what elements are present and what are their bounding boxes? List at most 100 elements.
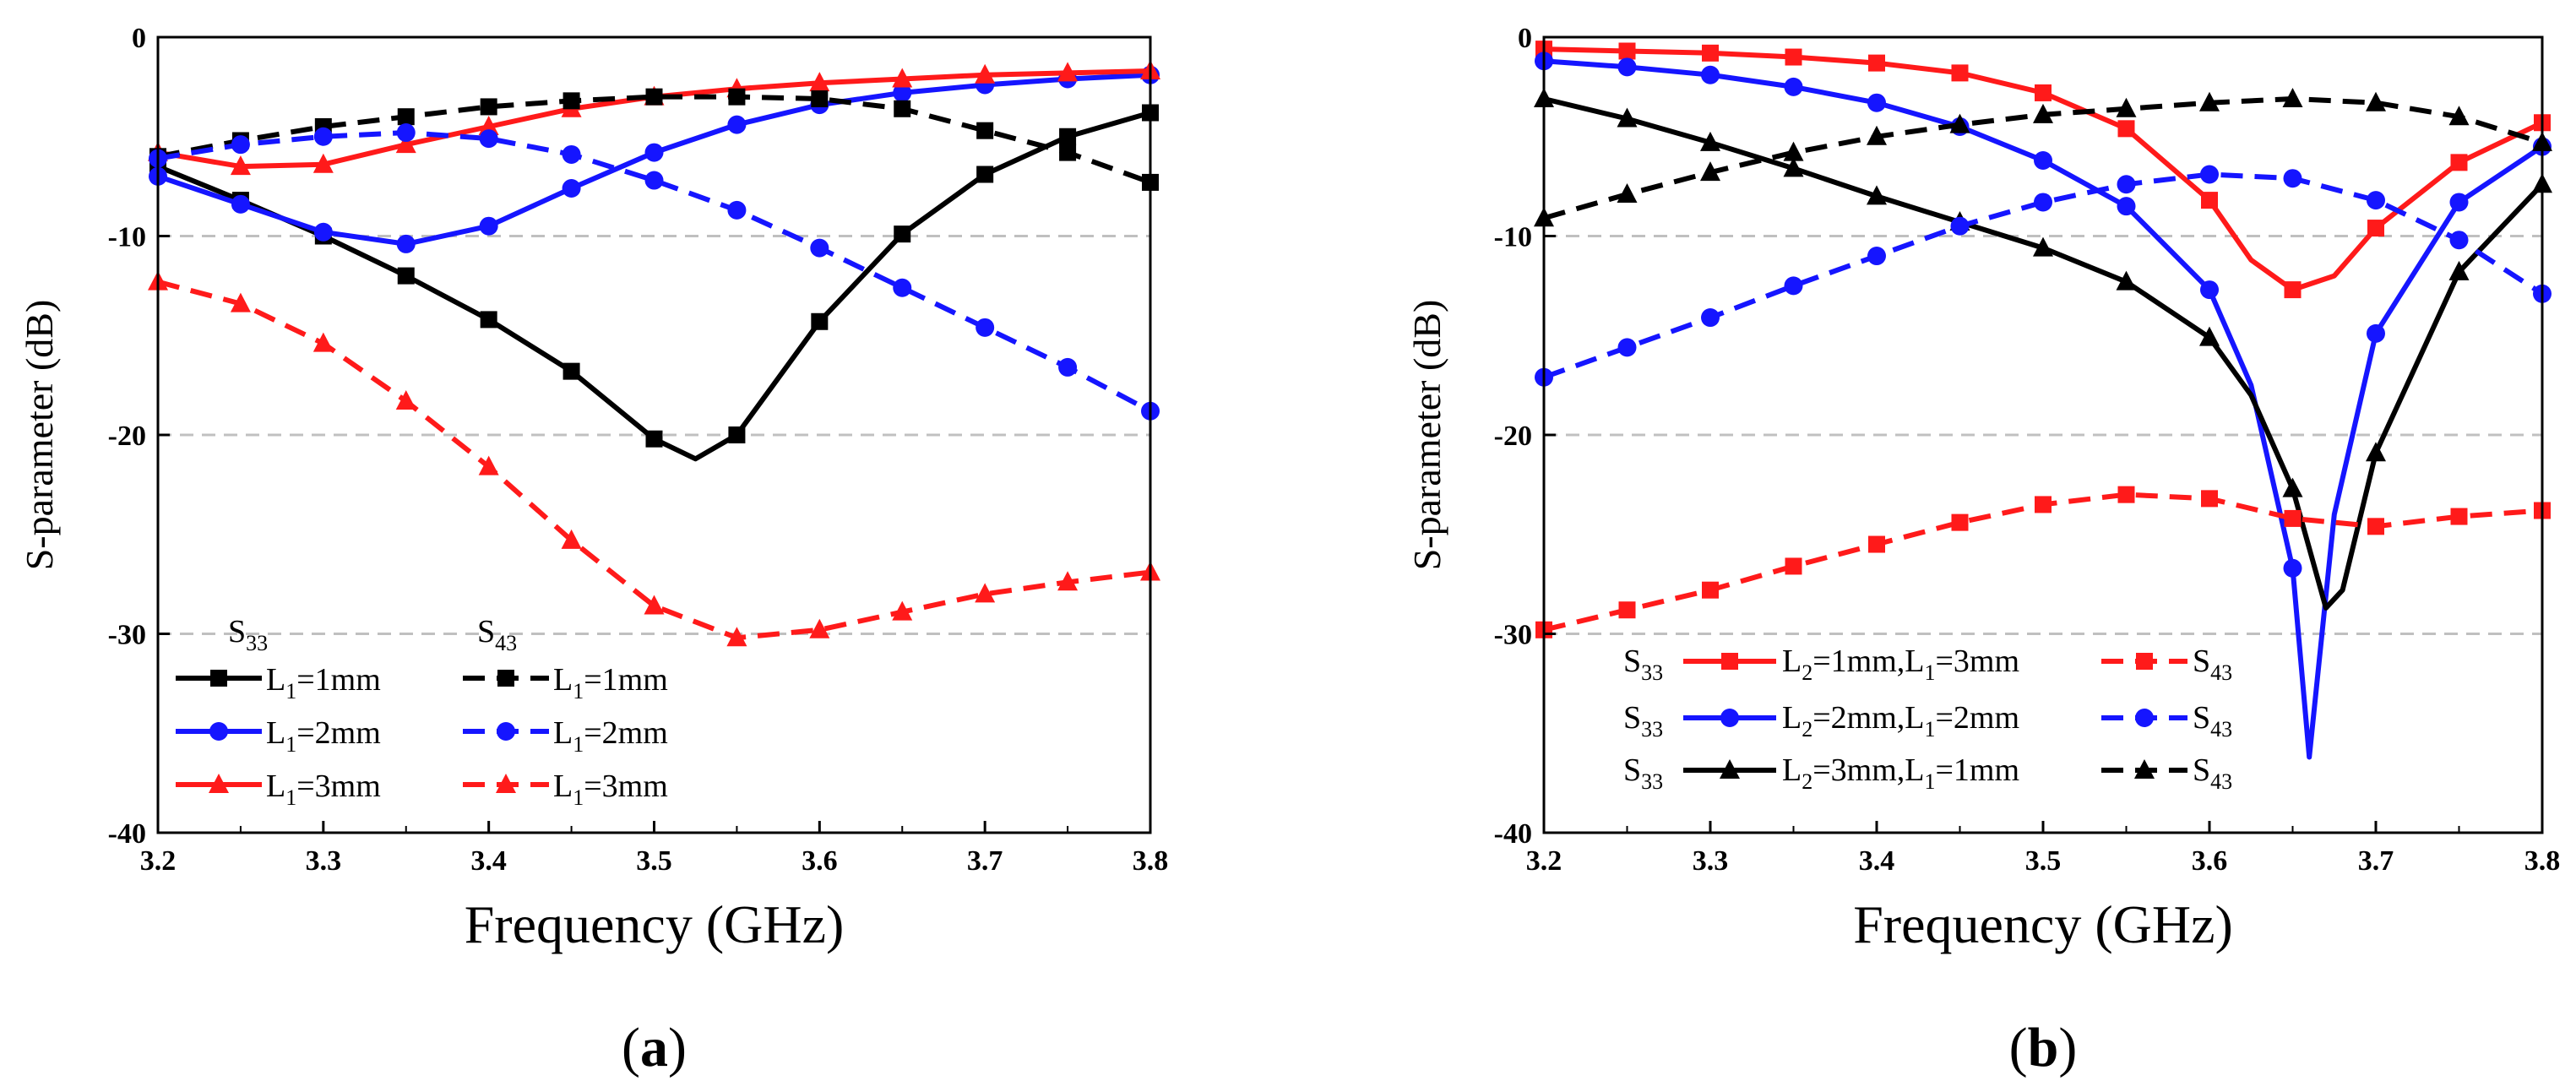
data-point bbox=[1785, 48, 1802, 66]
data-point bbox=[1057, 571, 1079, 591]
data-point bbox=[2199, 91, 2220, 111]
data-point bbox=[313, 222, 333, 242]
data-point bbox=[811, 90, 829, 108]
legend-swatch-marker bbox=[209, 774, 229, 793]
data-point bbox=[2117, 120, 2135, 138]
data-point bbox=[1701, 308, 1720, 328]
data-point bbox=[1867, 185, 1887, 205]
legend-b-row3-mid: L2=3mm,L1=1mm bbox=[1782, 752, 2019, 794]
data-point bbox=[1785, 557, 1802, 575]
data-point bbox=[1617, 183, 1638, 204]
series-s43-red-dashed bbox=[1535, 486, 2551, 638]
data-point bbox=[976, 122, 994, 139]
y-axis-label-b: S-parameter (dB) bbox=[1405, 300, 1448, 571]
series-s43-blue-dashed bbox=[1535, 165, 2552, 387]
data-point bbox=[2283, 558, 2302, 578]
legend-swatch-marker bbox=[2135, 709, 2154, 727]
data-point bbox=[2367, 191, 2385, 210]
series-s43-red-dashed bbox=[148, 270, 1160, 647]
legend-b: S33 L2=1mm,L1=3mm S43 S33 L2=2mm,L1=2mm … bbox=[1623, 644, 2232, 794]
data-point bbox=[893, 278, 912, 297]
x-tick-label: 3.8 bbox=[1133, 845, 1169, 877]
legend-a-row3-left: L1=3mm bbox=[266, 769, 381, 810]
data-point bbox=[2035, 496, 2052, 513]
data-point bbox=[1058, 357, 1078, 377]
x-tick-label: 3.4 bbox=[470, 845, 507, 877]
data-point bbox=[2448, 106, 2470, 126]
data-point bbox=[2283, 169, 2302, 188]
data-point bbox=[561, 529, 582, 549]
data-point bbox=[2201, 192, 2218, 209]
data-point bbox=[1784, 276, 1803, 296]
chart-panel-b: 3.2 3.3 3.4 3.5 3.6 3.7 3.8 0 -10 -20 -30 -40 S-par… bbox=[1405, 23, 2560, 1078]
data-point bbox=[313, 127, 333, 146]
ticks-b: 3.2 3.3 3.4 3.5 3.6 3.7 3.8 0 -10 -20 -30 -40 bbox=[1494, 23, 2561, 877]
y-tick-label: -10 bbox=[108, 222, 146, 253]
legend-b-row1-right: S43 bbox=[2193, 644, 2232, 685]
data-point bbox=[809, 72, 830, 92]
data-point bbox=[727, 200, 747, 220]
x-tick-label: 3.8 bbox=[2524, 845, 2561, 877]
data-point bbox=[2449, 193, 2469, 212]
data-point bbox=[479, 129, 498, 149]
legend-a-row2-right: L1=2mm bbox=[553, 715, 668, 757]
data-point bbox=[893, 83, 912, 102]
data-point bbox=[644, 143, 664, 162]
x-tick-label: 3.5 bbox=[636, 845, 672, 877]
data-point bbox=[1617, 107, 1638, 128]
data-point bbox=[2450, 154, 2468, 171]
data-point bbox=[2200, 280, 2219, 300]
data-point bbox=[1701, 65, 1720, 84]
data-point bbox=[2117, 486, 2135, 503]
data-point bbox=[1059, 144, 1077, 161]
series-line bbox=[1543, 58, 2544, 760]
data-point bbox=[2117, 197, 2136, 216]
legend-b-row3-right: S43 bbox=[2193, 752, 2232, 794]
data-point bbox=[1951, 64, 1969, 82]
data-point bbox=[2284, 509, 2302, 527]
data-point bbox=[1868, 535, 1885, 553]
legend-b-row1-left: S33 bbox=[1623, 644, 1663, 685]
data-point bbox=[2200, 165, 2219, 184]
data-point bbox=[728, 88, 746, 106]
data-point bbox=[1783, 157, 1804, 177]
data-point bbox=[1702, 44, 1719, 62]
x-tick-label: 3.7 bbox=[967, 845, 1003, 877]
y-tick-label: -20 bbox=[1494, 421, 1532, 452]
data-point bbox=[395, 133, 416, 154]
data-point bbox=[2282, 477, 2303, 497]
data-point bbox=[975, 63, 996, 84]
data-point bbox=[2201, 490, 2218, 508]
legend-a-row1-left: L1=1mm bbox=[266, 662, 381, 703]
data-point bbox=[1617, 338, 1637, 357]
x-tick-label: 3.5 bbox=[2025, 845, 2062, 877]
data-point bbox=[811, 312, 829, 330]
data-point bbox=[2367, 220, 2384, 237]
data-point bbox=[1867, 125, 1887, 145]
data-point bbox=[231, 135, 250, 155]
grid-lines-b bbox=[1544, 235, 2542, 635]
legend-swatch-marker bbox=[209, 722, 228, 741]
data-point bbox=[397, 267, 415, 285]
data-point bbox=[1867, 247, 1886, 266]
data-point bbox=[479, 216, 498, 236]
legend-swatch-marker bbox=[497, 722, 515, 741]
legend-swatch-marker bbox=[2136, 653, 2153, 670]
data-point bbox=[1059, 128, 1077, 145]
legend-b-row1-mid: L2=1mm,L1=3mm bbox=[1782, 644, 2019, 685]
series-layer-a bbox=[148, 60, 1160, 647]
data-point bbox=[395, 389, 416, 410]
x-tick-label: 3.6 bbox=[802, 845, 838, 877]
series-line bbox=[1543, 96, 2545, 611]
data-point bbox=[562, 92, 580, 110]
data-point bbox=[1949, 113, 1970, 133]
legend-b-row2-left: S33 bbox=[1623, 700, 1663, 741]
series-line bbox=[156, 110, 1151, 462]
data-point bbox=[1618, 42, 1636, 60]
legend-swatch-marker bbox=[210, 670, 227, 687]
data-point bbox=[644, 595, 665, 615]
data-point bbox=[1868, 54, 1885, 72]
chart-panel-a: 3.2 3.3 3.4 3.5 3.6 3.7 3.8 0 -10 -20 -30 -40 S-par… bbox=[18, 23, 1168, 1078]
data-point bbox=[312, 153, 334, 173]
data-point bbox=[976, 318, 995, 337]
